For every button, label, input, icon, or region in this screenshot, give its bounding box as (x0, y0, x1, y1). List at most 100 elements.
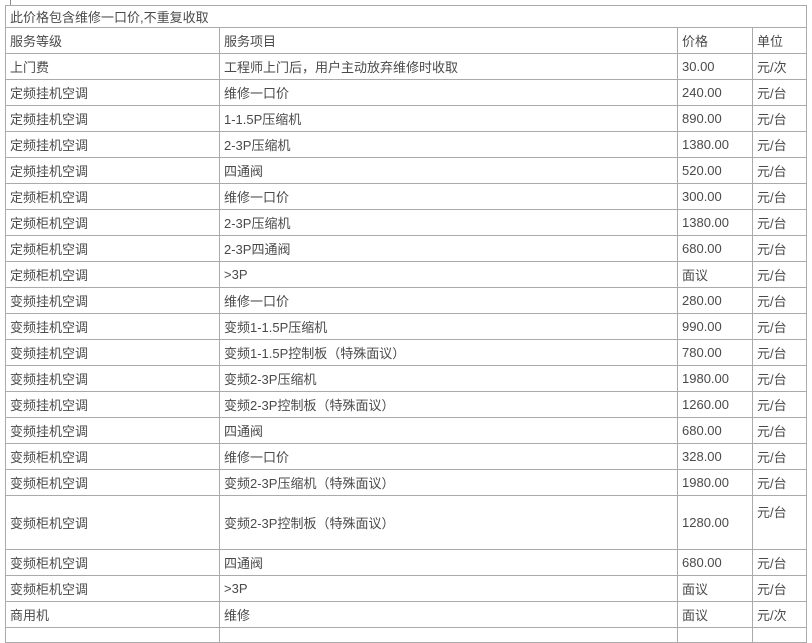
price-cell: 680.00 (677, 417, 753, 444)
price-cell: 780.00 (677, 339, 753, 366)
price-cell: 面议 (677, 601, 753, 628)
price-cell: 面议 (677, 261, 753, 288)
unit-cell: 元/台 (752, 391, 807, 418)
service-item-cell: 维修一口价 (219, 443, 678, 470)
service-item-cell: 四通阀 (219, 417, 678, 444)
service-level-cell: 定频柜机空调 (5, 261, 220, 288)
price-cell: 300.00 (677, 183, 753, 210)
service-item-cell: 四通阀 (219, 157, 678, 184)
table-note: 此价格包含维修一口价,不重复收取 (5, 5, 807, 28)
service-level-cell: 变频挂机空调 (5, 417, 220, 444)
table-row: 定频柜机空调 维修一口价 300.00 元/台 (5, 183, 807, 210)
clipped-border-artifact (10, 0, 11, 7)
unit-cell: 元/台 (752, 313, 807, 340)
unit-cell: 元/台 (752, 209, 807, 236)
unit-cell: 元/台 (752, 261, 807, 288)
service-level-cell: 变频挂机空调 (5, 339, 220, 366)
service-level-cell: 定频柜机空调 (5, 209, 220, 236)
price-cell: 1380.00 (677, 209, 753, 236)
service-level-cell: 变频柜机空调 (5, 469, 220, 496)
unit-cell: 元/台 (752, 157, 807, 184)
unit-cell: 元/台 (752, 575, 807, 602)
service-level-cell: 变频挂机空调 (5, 365, 220, 392)
service-item-cell: 维修 (219, 601, 678, 628)
table-row: 变频柜机空调 维修一口价 328.00 元/台 (5, 443, 807, 470)
price-table-body: 此价格包含维修一口价,不重复收取 服务等级 服务项目 价格 单位 上门费 工程师… (5, 5, 807, 643)
price-cell: 680.00 (677, 235, 753, 262)
service-level-cell: 变频柜机空调 (5, 495, 220, 550)
service-item-cell: 四通阀 (219, 549, 678, 576)
table-row: 变频挂机空调 变频1-1.5P控制板（特殊面议） 780.00 元/台 (5, 339, 807, 366)
service-level-cell: 定频挂机空调 (5, 79, 220, 106)
table-header-row: 服务等级 服务项目 价格 单位 (5, 27, 807, 54)
table-row: 定频柜机空调 2-3P压缩机 1380.00 元/台 (5, 209, 807, 236)
col-header-service-item: 服务项目 (219, 27, 678, 54)
service-item-cell: 2-3P压缩机 (219, 131, 678, 158)
table-row: 变频挂机空调 变频2-3P控制板（特殊面议） 1260.00 元/台 (5, 391, 807, 418)
table-row: 商用机 维修 面议 元/次 (5, 601, 807, 628)
col-header-service-level: 服务等级 (5, 27, 220, 54)
service-level-cell: 商用机 (5, 601, 220, 628)
price-cell: 30.00 (677, 53, 753, 80)
price-cell: 328.00 (677, 443, 753, 470)
service-item-cell: 维修一口价 (219, 79, 678, 106)
table-row: 定频柜机空调 >3P 面议 元/台 (5, 261, 807, 288)
price-cell (677, 627, 753, 643)
col-header-price: 价格 (677, 27, 753, 54)
price-cell: 890.00 (677, 105, 753, 132)
unit-cell: 元/次 (752, 53, 807, 80)
service-item-cell: 变频1-1.5P控制板（特殊面议） (219, 339, 678, 366)
table-note-row: 此价格包含维修一口价,不重复收取 (5, 5, 807, 28)
price-cell: 面议 (677, 575, 753, 602)
unit-cell: 元/台 (752, 469, 807, 496)
table-row: 定频挂机空调 维修一口价 240.00 元/台 (5, 79, 807, 106)
service-item-cell: >3P (219, 261, 678, 288)
unit-cell: 元/台 (752, 287, 807, 314)
service-item-cell: 变频2-3P压缩机 (219, 365, 678, 392)
col-header-unit: 单位 (752, 27, 807, 54)
service-level-cell: 变频柜机空调 (5, 549, 220, 576)
unit-cell: 元/台 (752, 549, 807, 576)
unit-cell: 元/台 (752, 131, 807, 158)
service-item-cell: 变频1-1.5P压缩机 (219, 313, 678, 340)
repair-price-table: 此价格包含维修一口价,不重复收取 服务等级 服务项目 价格 单位 上门费 工程师… (5, 5, 807, 643)
table-row: 定频挂机空调 2-3P压缩机 1380.00 元/台 (5, 131, 807, 158)
unit-cell: 元/台 (752, 443, 807, 470)
price-cell: 240.00 (677, 79, 753, 106)
service-level-cell: 变频柜机空调 (5, 443, 220, 470)
unit-cell: 元/台 (752, 105, 807, 132)
table-row: 变频柜机空调 变频2-3P压缩机（特殊面议） 1980.00 元/台 (5, 469, 807, 496)
service-item-cell: 变频2-3P控制板（特殊面议） (219, 495, 678, 550)
service-item-cell: 1-1.5P压缩机 (219, 105, 678, 132)
table-row: 变频柜机空调 变频2-3P控制板（特殊面议） 1280.00 元/台 (5, 495, 807, 550)
price-cell: 1280.00 (677, 495, 753, 550)
price-cell: 990.00 (677, 313, 753, 340)
unit-cell: 元/台 (752, 339, 807, 366)
table-row: 定频柜机空调 2-3P四通阀 680.00 元/台 (5, 235, 807, 262)
unit-cell: 元/台 (752, 495, 807, 550)
service-level-cell: 定频挂机空调 (5, 131, 220, 158)
table-row: 变频挂机空调 变频2-3P压缩机 1980.00 元/台 (5, 365, 807, 392)
service-item-cell: 2-3P压缩机 (219, 209, 678, 236)
service-item-cell: >3P (219, 575, 678, 602)
table-row: 变频挂机空调 四通阀 680.00 元/台 (5, 417, 807, 444)
table-row: 变频挂机空调 变频1-1.5P压缩机 990.00 元/台 (5, 313, 807, 340)
unit-cell: 元/次 (752, 601, 807, 628)
service-item-cell: 变频2-3P压缩机（特殊面议） (219, 469, 678, 496)
table-row: 定频挂机空调 1-1.5P压缩机 890.00 元/台 (5, 105, 807, 132)
unit-cell: 元/台 (752, 183, 807, 210)
table-row (5, 627, 807, 643)
unit-cell: 元/台 (752, 417, 807, 444)
price-cell: 680.00 (677, 549, 753, 576)
service-level-cell: 变频挂机空调 (5, 313, 220, 340)
service-level-cell: 定频柜机空调 (5, 235, 220, 262)
unit-cell: 元/台 (752, 365, 807, 392)
service-level-cell: 定频挂机空调 (5, 105, 220, 132)
price-cell: 520.00 (677, 157, 753, 184)
service-level-cell (5, 627, 220, 643)
price-cell: 1380.00 (677, 131, 753, 158)
service-item-cell (219, 627, 678, 643)
service-level-cell: 定频挂机空调 (5, 157, 220, 184)
service-level-cell: 变频挂机空调 (5, 391, 220, 418)
